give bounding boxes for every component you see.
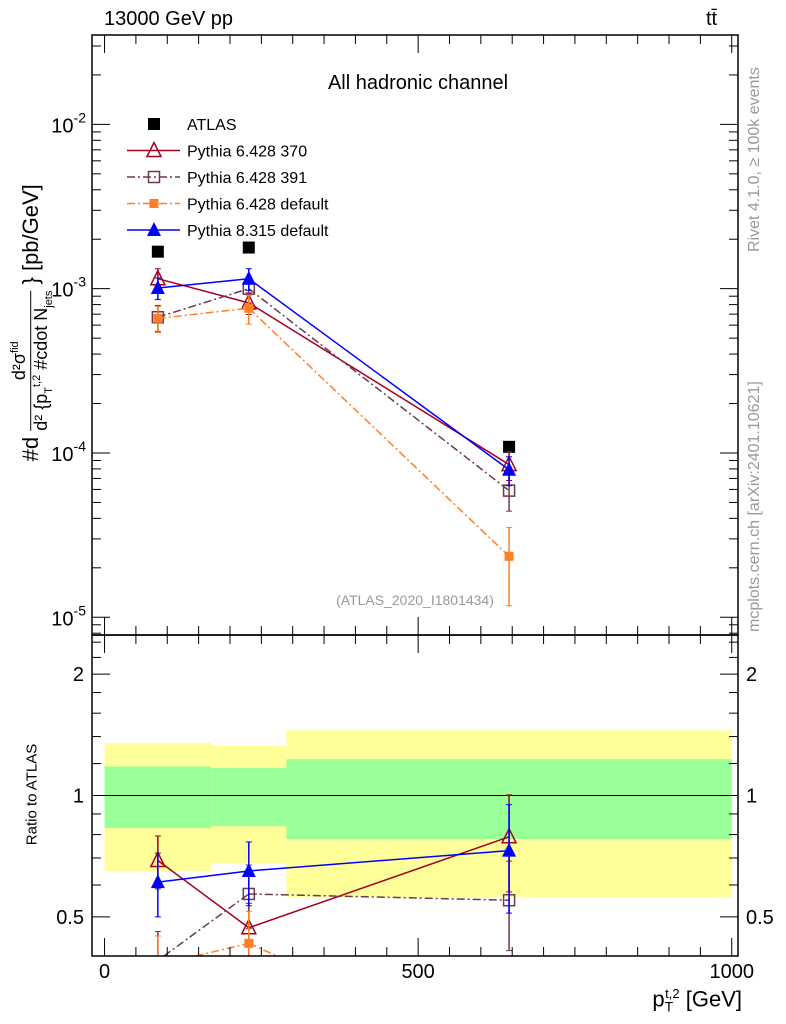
y-label-den-sup: t,2 bbox=[31, 374, 44, 388]
legend-marker bbox=[147, 222, 161, 236]
legend-marker bbox=[145, 140, 163, 158]
band-green-1 bbox=[211, 767, 287, 827]
ratio-series-line bbox=[195, 942, 249, 957]
y-label-unit: } [pb/GeV] bbox=[17, 184, 43, 285]
main-data-point bbox=[503, 440, 516, 453]
header-energy: 13000 GeV pp bbox=[104, 8, 233, 30]
ratio-series-line bbox=[248, 893, 510, 901]
main-data-point bbox=[504, 551, 514, 561]
band-green-0 bbox=[104, 766, 212, 829]
x-tick-label: 0 bbox=[99, 961, 110, 983]
ratio-data-point bbox=[150, 874, 165, 889]
legend-item-4: Pythia 8.315 default bbox=[127, 222, 329, 240]
x-tick-label: 1000 bbox=[709, 961, 754, 983]
ratio-data-point bbox=[244, 938, 254, 948]
ratio-series-line bbox=[157, 859, 250, 929]
y-label-fraction: d²σfid d² {pTt,2 #cdot Njets bbox=[9, 290, 55, 431]
main-data-point bbox=[242, 241, 255, 254]
ratio-series-2 bbox=[154, 910, 278, 957]
main-data-point bbox=[502, 461, 517, 476]
y-label-denominator: d² {p bbox=[31, 393, 52, 431]
main-series-4 bbox=[150, 268, 517, 487]
ratio-series-line bbox=[157, 870, 249, 883]
main-series-1 bbox=[149, 268, 518, 481]
header-process: tt̄ bbox=[706, 8, 718, 30]
ratio-series-line bbox=[163, 893, 250, 957]
ratio-series-3 bbox=[150, 804, 517, 918]
y-tick-exponent: -4 bbox=[74, 438, 87, 454]
ratio-data-point bbox=[241, 862, 256, 877]
y-tick-exponent: -3 bbox=[74, 274, 87, 290]
y-tick-exponent: -2 bbox=[74, 109, 87, 125]
main-series-line bbox=[157, 277, 249, 289]
x-label-main: p bbox=[652, 986, 665, 1012]
y-tick-label: 10-3 bbox=[51, 274, 86, 302]
y-tick-label: 10-2 bbox=[51, 109, 86, 137]
x-label-sup: t,2 bbox=[665, 986, 680, 1001]
main-series-0 bbox=[151, 241, 516, 453]
x-label-sub: T bbox=[664, 998, 674, 1015]
main-data-point bbox=[150, 279, 165, 294]
ratio-y-tick-label: 1 bbox=[73, 786, 84, 808]
main-data-point bbox=[151, 245, 164, 258]
main-series-line bbox=[248, 288, 510, 492]
main-series-group bbox=[149, 241, 518, 607]
legend-marker bbox=[149, 199, 159, 208]
ratio-y-tick-label-right: 0.5 bbox=[746, 907, 774, 929]
y-label-numerator-sup: fid bbox=[9, 341, 22, 353]
main-series-3 bbox=[153, 294, 514, 607]
y-label-den-rest: #cdot N bbox=[31, 307, 52, 375]
ratio-y-tick-label-right: 2 bbox=[746, 664, 757, 686]
analysis-annotation: (ATLAS_2020_I1801434) bbox=[336, 592, 494, 608]
main-series-line bbox=[248, 278, 510, 471]
chart-title: All hadronic channel bbox=[328, 72, 508, 94]
ratio-series-group bbox=[149, 794, 518, 957]
y-label-numerator: d²σ bbox=[9, 352, 30, 381]
main-series-line bbox=[157, 307, 249, 320]
ratio-y-tick-label: 2 bbox=[73, 664, 84, 686]
y-axis-label-ratio: Ratio to ATLAS bbox=[23, 743, 41, 846]
y-axis-label-main: #d d²σfid d² {pTt,2 #cdot Njets } [pb/Ge… bbox=[9, 123, 55, 523]
legend-marker bbox=[147, 170, 161, 184]
main-series-2 bbox=[151, 276, 516, 512]
ratio-data-point bbox=[502, 842, 517, 857]
rivet-label: Rivet 4.1.0, ≥ 100k events bbox=[746, 67, 763, 252]
legend-item-3: Pythia 6.428 default bbox=[127, 197, 329, 214]
y-label-prefix: #d bbox=[17, 436, 43, 462]
y-label-den-sub2: jets bbox=[42, 290, 55, 308]
x-label-unit: [GeV] bbox=[679, 986, 742, 1012]
main-data-point bbox=[153, 313, 163, 323]
legend-item-2: Pythia 6.428 391 bbox=[127, 170, 307, 187]
legend-label: Pythia 6.428 391 bbox=[187, 170, 307, 187]
main-data-point bbox=[244, 303, 254, 313]
ratio-series-line bbox=[248, 942, 278, 957]
legend-label: Pythia 6.428 default bbox=[187, 197, 329, 214]
ratio-y-tick-label: 0.5 bbox=[56, 907, 84, 929]
main-data-point bbox=[241, 270, 256, 285]
mcplots-label: mcplots.cern.ch [arXiv:2401.10621] bbox=[746, 381, 763, 632]
main-series-line bbox=[157, 287, 250, 318]
legend-item-0: ATLAS bbox=[148, 117, 237, 134]
legend-item-1: Pythia 6.428 370 bbox=[127, 140, 307, 161]
legend-marker bbox=[148, 118, 160, 130]
ratio-series-line bbox=[248, 849, 510, 872]
ratio-series-line bbox=[248, 836, 510, 929]
ratio-y-tick-label-right: 1 bbox=[746, 786, 757, 808]
legend-label: Pythia 8.315 default bbox=[187, 223, 329, 240]
y-label-den-sub: T bbox=[42, 387, 55, 394]
y-tick-exponent: -5 bbox=[74, 602, 87, 618]
main-series-line bbox=[248, 307, 510, 557]
legend-label: ATLAS bbox=[187, 117, 237, 134]
x-axis-label: pTt,2 [GeV] bbox=[652, 986, 742, 1015]
main-series-line bbox=[157, 277, 249, 304]
x-tick-label: 500 bbox=[401, 961, 434, 983]
y-tick-label: 10-5 bbox=[51, 602, 86, 630]
legend-label: Pythia 6.428 370 bbox=[187, 144, 307, 161]
y-tick-label: 10-4 bbox=[51, 438, 86, 466]
